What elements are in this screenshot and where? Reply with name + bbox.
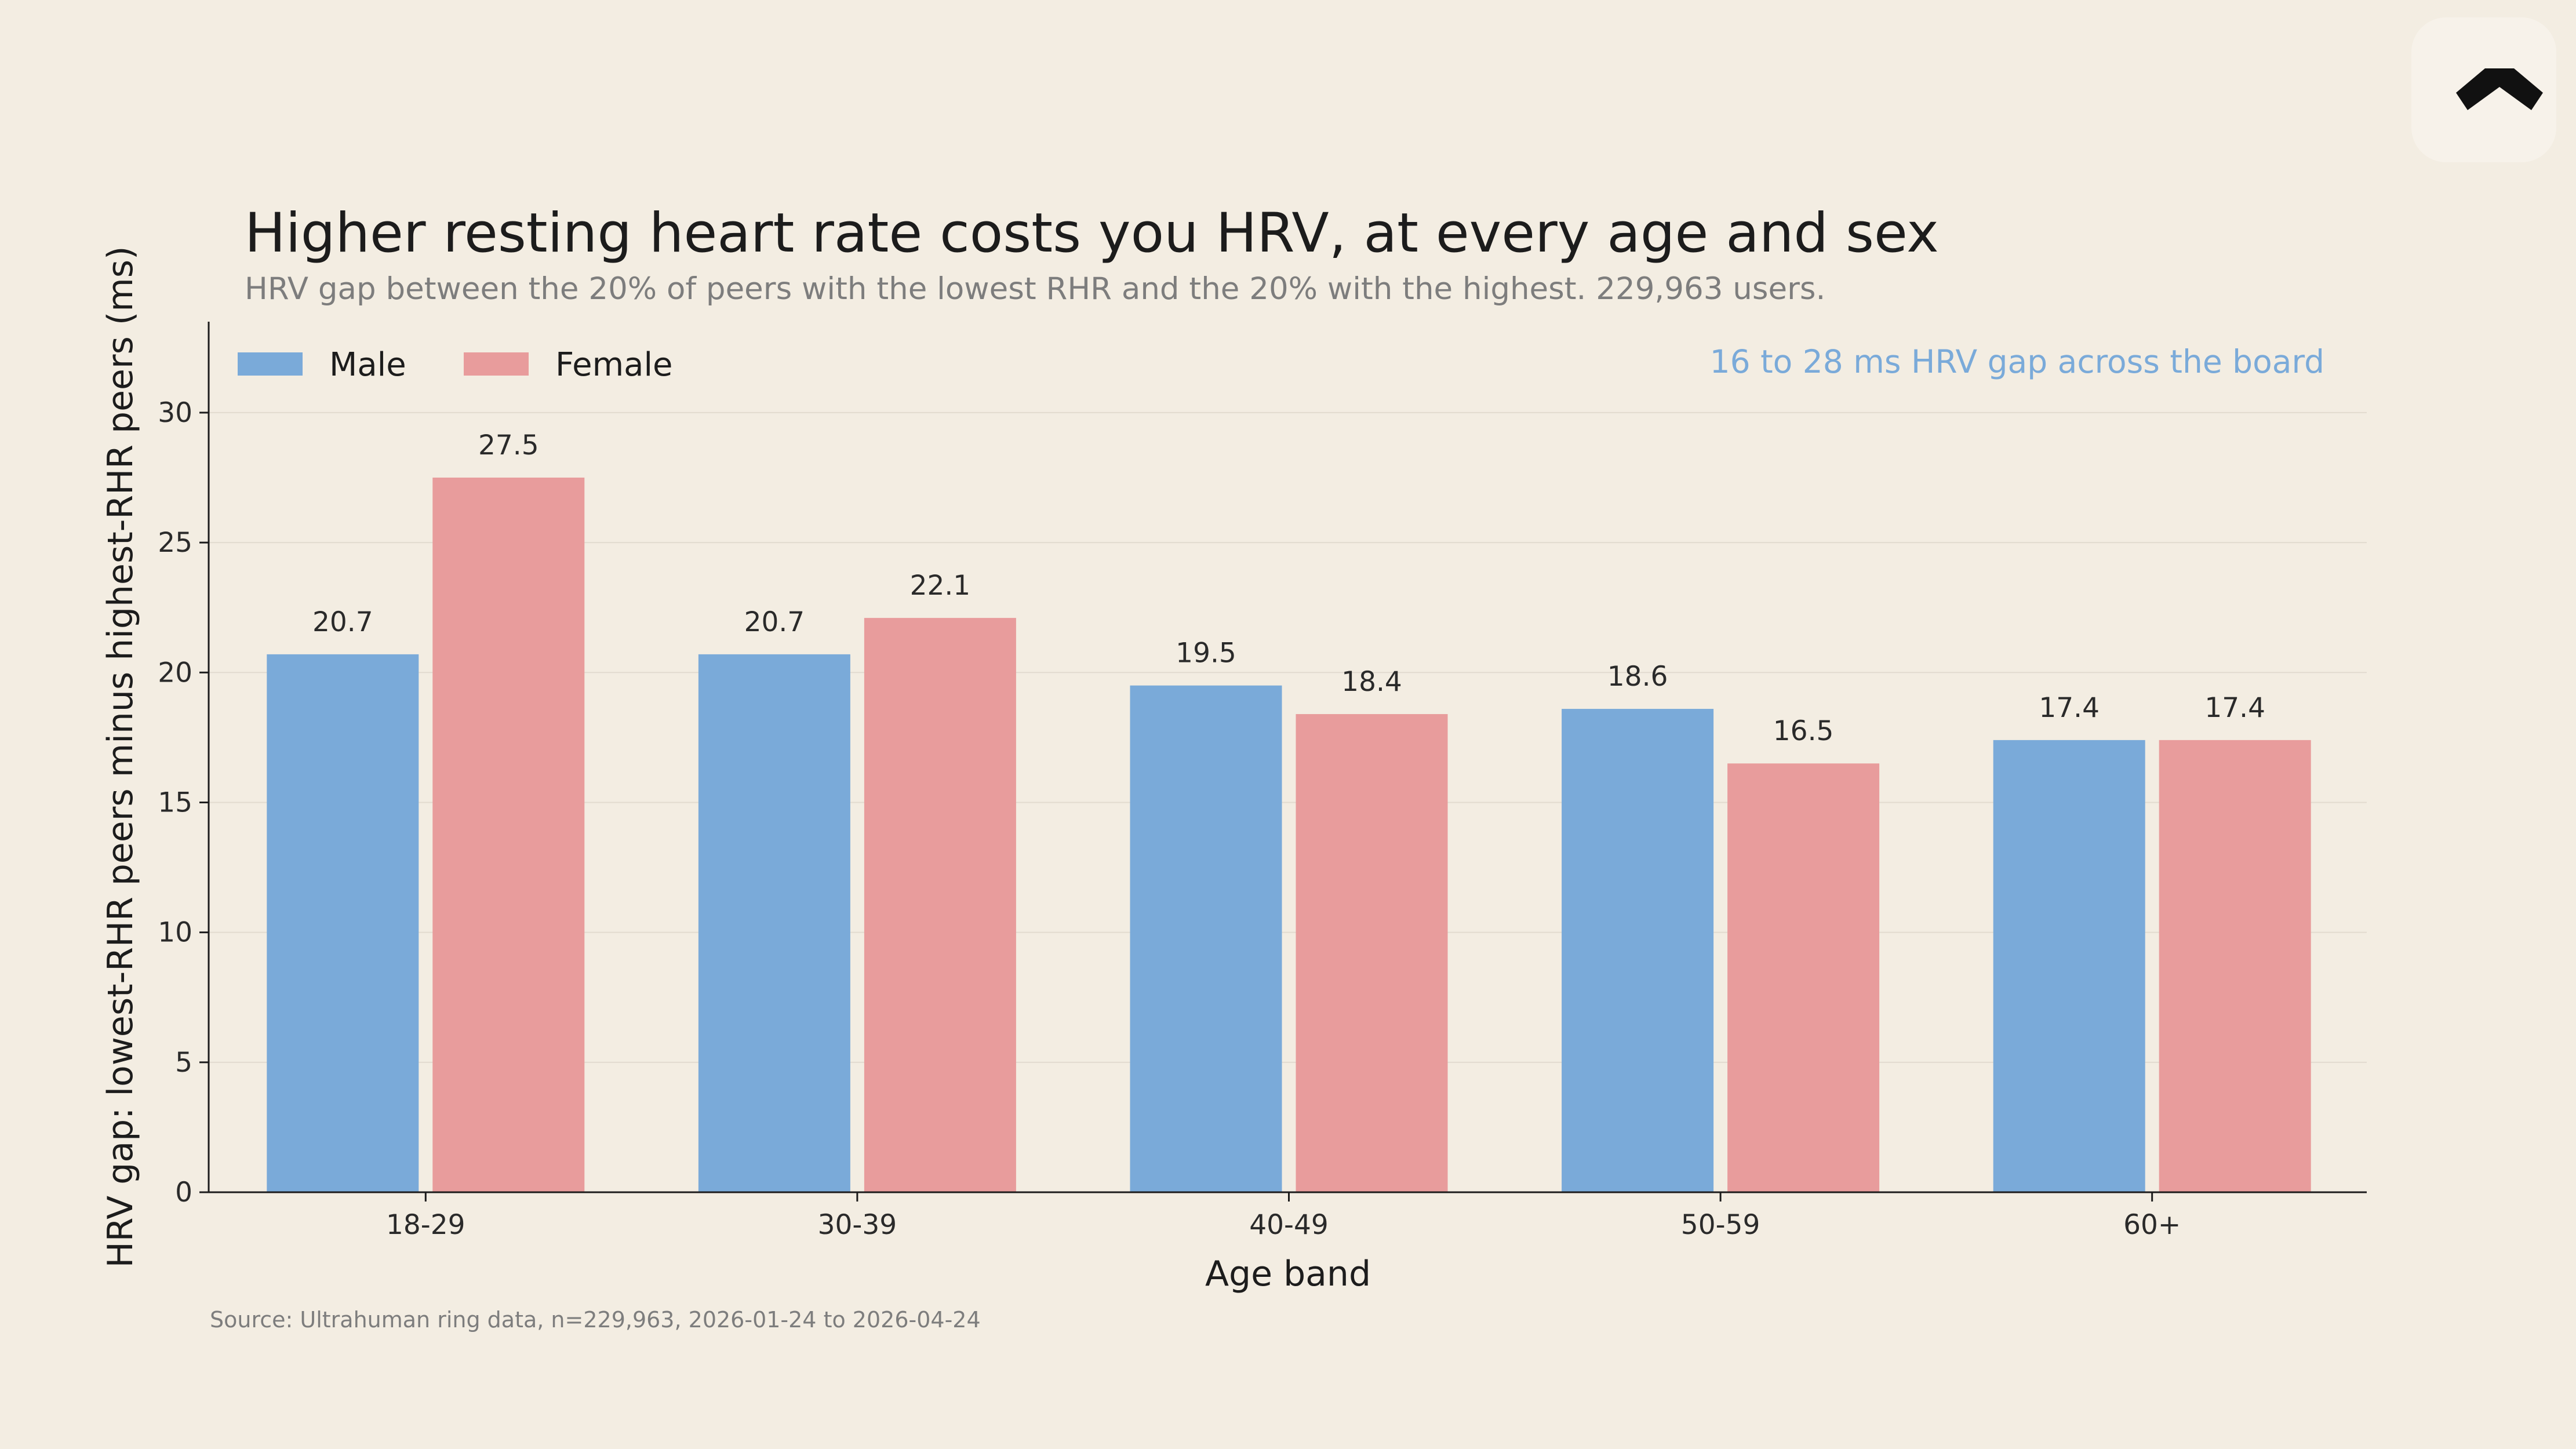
y-tick-label: 30	[158, 397, 192, 429]
y-tick-label: 25	[158, 527, 192, 559]
y-tick-label: 10	[158, 917, 192, 949]
value-label: 20.7	[312, 606, 373, 638]
legend-label-male: Male	[329, 346, 406, 384]
value-label: 16.5	[1773, 715, 1834, 747]
y-ticks: 0 5 10 15 20 25 30	[158, 397, 209, 1208]
x-tick-label: 40-49	[1249, 1209, 1329, 1241]
bar-female-60+	[2159, 740, 2311, 1192]
annotation: 16 to 28 ms HRV gap across the board	[1710, 343, 2324, 380]
legend-swatch-female	[464, 352, 529, 376]
bar-male-40-49	[1130, 685, 1282, 1192]
y-tick-label: 5	[175, 1047, 192, 1079]
y-tick-label: 15	[158, 787, 192, 818]
bars	[267, 478, 2311, 1193]
value-label: 22.1	[910, 570, 971, 602]
legend: Male Female	[238, 346, 672, 384]
bar-male-50-59	[1562, 709, 1714, 1192]
value-label: 19.5	[1176, 638, 1236, 669]
bar-male-30-39	[698, 654, 850, 1192]
legend-swatch-male	[238, 352, 303, 376]
y-tick-label: 0	[175, 1177, 192, 1208]
bar-female-18-29	[432, 478, 585, 1193]
y-tick-label: 20	[158, 657, 192, 689]
x-tick-label: 18-29	[386, 1209, 465, 1241]
ultrahuman-logo-icon	[2456, 68, 2543, 110]
value-labels: 20.7 27.5 20.7 22.1 19.5 18.4 18.6 16.5 17.4 17.4	[312, 429, 2265, 747]
bar-female-50-59	[1727, 763, 1880, 1192]
value-label: 17.4	[2204, 692, 2265, 724]
x-ticks: 18-29 30-39 40-49 50-59 60+	[386, 1192, 2181, 1241]
bar-male-18-29	[267, 654, 419, 1192]
chart-subtitle: HRV gap between the 20% of peers with th…	[245, 271, 1825, 307]
logo	[2411, 17, 2556, 162]
value-label: 27.5	[478, 429, 539, 461]
y-axis-label: HRV gap: lowest-RHR peers minus highest-…	[100, 246, 141, 1268]
x-tick-label: 30-39	[818, 1209, 897, 1241]
source-note: Source: Ultrahuman ring data, n=229,963,…	[210, 1307, 981, 1333]
value-label: 18.4	[1341, 666, 1402, 698]
value-label: 17.4	[2039, 692, 2100, 724]
bar-female-40-49	[1296, 714, 1448, 1192]
chart-title: Higher resting heart rate costs you HRV,…	[245, 202, 1939, 265]
legend-label-female: Female	[555, 346, 672, 384]
bar-female-30-39	[864, 618, 1016, 1192]
x-tick-label: 60+	[2123, 1209, 2181, 1241]
x-tick-label: 50-59	[1681, 1209, 1760, 1241]
x-axis-label: Age band	[1205, 1254, 1371, 1294]
bar-male-60+	[1993, 740, 2145, 1192]
axes	[208, 322, 2367, 1193]
value-label: 20.7	[744, 606, 805, 638]
value-label: 18.6	[1607, 661, 1668, 693]
